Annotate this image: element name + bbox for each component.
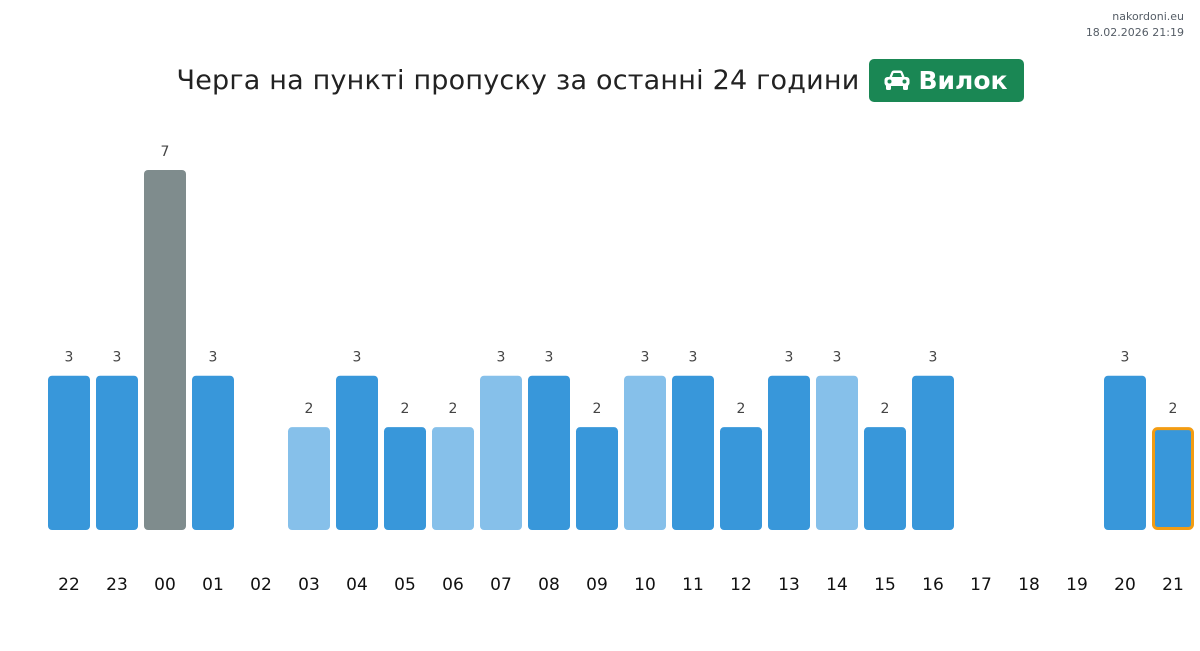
crossing-name: Вилок bbox=[918, 65, 1008, 95]
x-tick-label-18: 18 bbox=[1018, 575, 1040, 595]
bar-10 bbox=[624, 375, 666, 530]
data-label-10: 3 bbox=[641, 350, 650, 366]
data-label-06: 2 bbox=[449, 401, 458, 417]
x-tick-label-22: 22 bbox=[58, 575, 80, 595]
bar-08 bbox=[528, 375, 570, 530]
x-tick-label-08: 08 bbox=[538, 575, 560, 595]
source-meta: nakordoni.eu 18.02.2026 21:19 bbox=[1086, 9, 1184, 41]
x-tick-label-02: 02 bbox=[250, 575, 272, 595]
x-tick-label-20: 20 bbox=[1114, 575, 1136, 595]
x-tick-label-07: 07 bbox=[490, 575, 512, 595]
bar-13 bbox=[768, 375, 810, 530]
data-label-22: 3 bbox=[65, 350, 74, 366]
x-tick-label-03: 03 bbox=[298, 575, 320, 595]
x-tick-label-16: 16 bbox=[922, 575, 944, 595]
data-label-14: 3 bbox=[833, 350, 842, 366]
x-tick-label-00: 00 bbox=[154, 575, 176, 595]
x-tick-label-05: 05 bbox=[394, 575, 416, 595]
data-label-04: 3 bbox=[353, 350, 362, 366]
bar-01 bbox=[192, 375, 234, 530]
x-tick-label-09: 09 bbox=[586, 575, 608, 595]
bar-09 bbox=[576, 427, 618, 530]
data-label-21: 2 bbox=[1169, 401, 1178, 417]
x-tick-label-14: 14 bbox=[826, 575, 848, 595]
data-label-15: 2 bbox=[881, 401, 890, 417]
data-label-13: 3 bbox=[785, 350, 794, 366]
bar-07 bbox=[480, 375, 522, 530]
data-label-12: 2 bbox=[737, 401, 746, 417]
data-label-08: 3 bbox=[545, 350, 554, 366]
x-tick-label-01: 01 bbox=[202, 575, 224, 595]
bar-00 bbox=[144, 170, 186, 530]
x-tick-label-04: 04 bbox=[346, 575, 368, 595]
timestamp: 18.02.2026 21:19 bbox=[1085, 26, 1184, 39]
bar-23 bbox=[96, 375, 138, 530]
bar-05 bbox=[384, 427, 426, 530]
data-label-23: 3 bbox=[113, 350, 122, 366]
x-tick-label-23: 23 bbox=[106, 575, 128, 595]
data-label-05: 2 bbox=[401, 401, 410, 417]
bar-20 bbox=[1104, 375, 1146, 530]
crossing-badge: Вилок bbox=[869, 58, 1024, 102]
bar-15 bbox=[864, 427, 906, 530]
data-label-07: 3 bbox=[497, 350, 506, 366]
bar-21 bbox=[1152, 427, 1194, 530]
x-tick-label-11: 11 bbox=[682, 575, 704, 595]
x-tick-label-12: 12 bbox=[730, 575, 752, 595]
data-label-03: 2 bbox=[305, 401, 314, 417]
data-label-09: 2 bbox=[593, 401, 602, 417]
data-label-11: 3 bbox=[689, 350, 698, 366]
data-label-20: 3 bbox=[1121, 350, 1130, 366]
x-tick-label-15: 15 bbox=[874, 575, 896, 595]
bar-16 bbox=[912, 375, 954, 530]
data-label-00: 7 bbox=[161, 144, 170, 160]
chart-header: Черга на пункті пропуску за останні 24 г… bbox=[0, 58, 1200, 102]
x-tick-label-21: 21 bbox=[1162, 575, 1184, 595]
chart-title: Черга на пункті пропуску за останні 24 г… bbox=[176, 64, 860, 96]
bar-04 bbox=[336, 375, 378, 530]
bar-14 bbox=[816, 375, 858, 530]
x-tick-label-06: 06 bbox=[442, 575, 464, 595]
car-icon bbox=[884, 70, 910, 90]
bar-22 bbox=[48, 375, 90, 530]
x-tick-label-17: 17 bbox=[970, 575, 992, 595]
bar-11 bbox=[672, 375, 714, 530]
x-tick-label-19: 19 bbox=[1066, 575, 1088, 595]
bar-03 bbox=[288, 427, 330, 530]
data-label-01: 3 bbox=[209, 350, 218, 366]
bar-12 bbox=[720, 427, 762, 530]
data-label-16: 3 bbox=[929, 350, 938, 366]
site-name: nakordoni.eu bbox=[1112, 10, 1184, 23]
x-tick-label-13: 13 bbox=[778, 575, 800, 595]
x-tick-label-10: 10 bbox=[634, 575, 656, 595]
bar-06 bbox=[432, 427, 474, 530]
